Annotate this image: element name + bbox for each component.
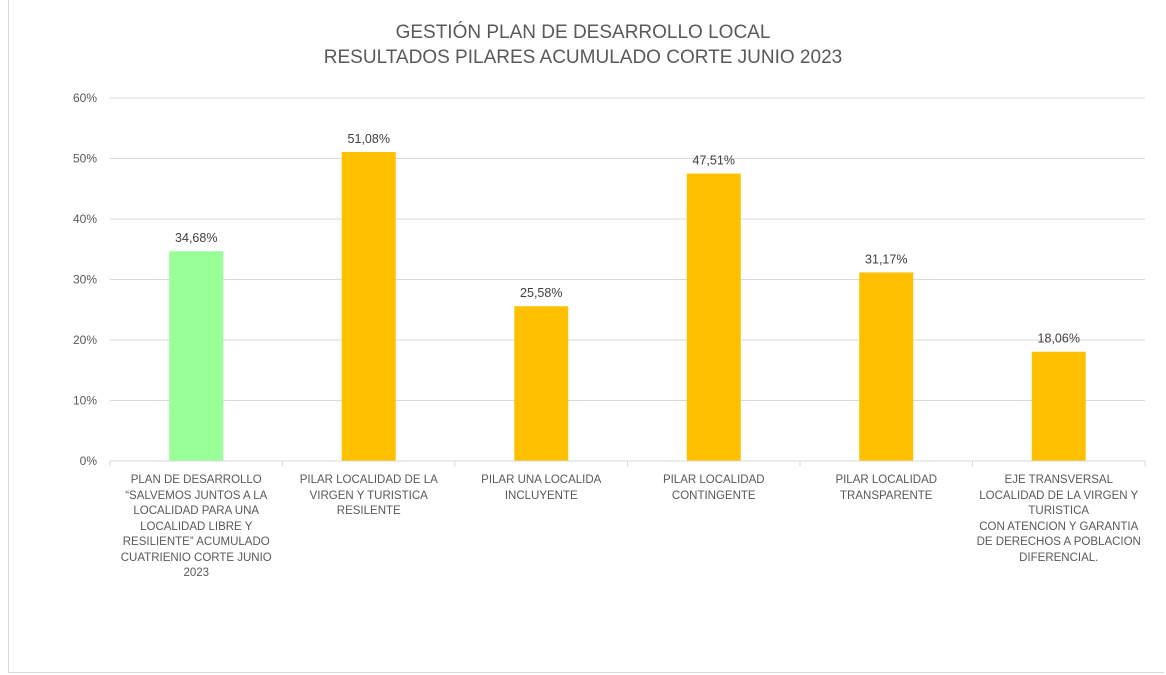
category-label-line: PILAR LOCALIDAD bbox=[835, 474, 938, 486]
category-label-line: LOCALIDAD LIBRE Y bbox=[140, 520, 253, 533]
category-label-line: 2023 bbox=[183, 567, 210, 579]
category-label-line: PILAR UNA LOCALIDA bbox=[481, 474, 602, 486]
category-label-line: RESILENTE bbox=[336, 505, 401, 517]
data-label: 34,68% bbox=[175, 231, 217, 245]
bar bbox=[686, 173, 741, 461]
category-label-line: PLAN DE DESARROLLO bbox=[130, 474, 262, 486]
category-label-line: DE DERECHOS A POBLACION bbox=[976, 536, 1141, 548]
category-label-line: INCLUYENTE bbox=[504, 489, 578, 502]
category-label-line: TURISTICA bbox=[1028, 505, 1090, 517]
category-label-line: CONTINGENTE bbox=[671, 489, 756, 502]
category-label: PILAR UNA LOCALIDA INCLUYENTE bbox=[458, 473, 624, 504]
category-label-line: “SALVEMOS JUNTOS A LA bbox=[125, 489, 268, 502]
chart-frame bbox=[8, 0, 1164, 673]
category-label: PLAN DE DESARROLLO “SALVEMOS JUNTOS A LA L… bbox=[113, 473, 279, 582]
y-tick-label: 30% bbox=[73, 273, 97, 287]
category-label: PILAR LOCALIDAD CONTINGENTE bbox=[631, 473, 797, 504]
chart-title: GESTIÓN PLAN DE DESARROLLO LOCAL bbox=[395, 22, 771, 43]
category-label: PILAR LOCALIDAD TRANSPARENTE bbox=[803, 473, 969, 504]
data-label: 18,06% bbox=[1038, 332, 1080, 346]
y-tick-label: 0% bbox=[80, 454, 98, 468]
y-tick-label: 10% bbox=[73, 394, 97, 408]
category-label-line: EJE TRANSVERSAL bbox=[1004, 474, 1113, 486]
data-label: 25,58% bbox=[520, 286, 562, 300]
category-label-line: PILAR LOCALIDAD bbox=[662, 474, 765, 486]
category-label-line: PILAR LOCALIDAD DE LA bbox=[299, 474, 438, 486]
bar bbox=[514, 306, 569, 461]
y-tick-label: 50% bbox=[73, 152, 97, 166]
bar bbox=[169, 251, 224, 461]
data-label: 47,51% bbox=[693, 154, 735, 168]
category-label: PILAR LOCALIDAD DE LA VIRGEN Y TURISTICA R… bbox=[286, 473, 452, 520]
category-label-line: LOCALIDAD DE LA VIRGEN Y bbox=[979, 489, 1139, 502]
chart-subtitle: RESULTADOS PILARES ACUMULADO CORTE JUNIO… bbox=[323, 47, 843, 68]
category-label-line: DIFERENCIAL. bbox=[1019, 551, 1099, 564]
category-label-line: LOCALIDAD PARA UNA bbox=[133, 505, 260, 517]
category-label-line: CUATRIENIO CORTE JUNIO bbox=[120, 551, 272, 564]
category-label-line: CON ATENCION Y GARANTIA bbox=[979, 520, 1139, 533]
data-label: 51,08% bbox=[348, 132, 390, 146]
bar bbox=[1031, 351, 1086, 461]
y-tick-label: 20% bbox=[73, 333, 97, 347]
bar bbox=[341, 151, 396, 461]
chart-title-block: GESTIÓN PLAN DE DESARROLLO LOCAL RESULTA… bbox=[0, 20, 1166, 70]
y-tick-label: 60% bbox=[73, 91, 97, 105]
bar bbox=[859, 272, 914, 461]
category-label-line: TRANSPARENTE bbox=[840, 489, 933, 502]
category-label-line: VIRGEN Y TURISTICA bbox=[309, 489, 428, 502]
category-label-line: RESILIENTE” ACUMULADO bbox=[122, 536, 270, 548]
y-tick-label: 40% bbox=[73, 212, 97, 226]
category-label: EJE TRANSVERSAL LOCALIDAD DE LA VIRGEN Y T… bbox=[976, 473, 1142, 566]
data-label: 31,17% bbox=[865, 252, 907, 266]
